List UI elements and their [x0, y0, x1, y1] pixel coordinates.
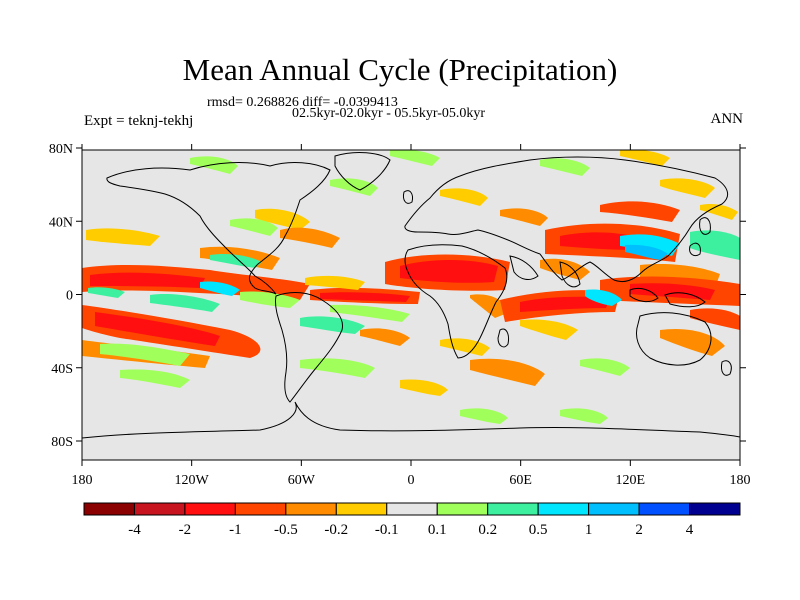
colorbar-swatch — [537, 502, 590, 516]
lon-tick-label: 120W — [175, 473, 210, 488]
colorbar: -4 -2 -1 -0.5 -0.2 -0.1 0.1 0.2 0.5 1 2 4 — [83, 502, 741, 538]
lat-tick-label: 80N — [49, 142, 73, 157]
lon-tick-label: 180 — [72, 473, 93, 488]
lat-tick-label: 80S — [51, 435, 73, 450]
colorbar-label: -0.1 — [375, 522, 399, 538]
colorbar-label: -0.2 — [324, 522, 348, 538]
coastlines — [82, 152, 740, 439]
colorbar-swatch — [638, 502, 691, 516]
period-label: 02.5kyr-02.0kyr - 05.5kyr-05.0kyr — [292, 106, 486, 121]
colorbar-swatch — [487, 502, 539, 516]
colorbar-swatch — [436, 502, 489, 516]
lon-tick-label: 120E — [616, 473, 646, 488]
colorbar-label: 0.5 — [529, 522, 548, 538]
colorbar-swatch — [285, 502, 337, 516]
colorbar-swatch — [386, 502, 438, 516]
colorbar-swatch — [689, 502, 741, 516]
season-label: ANN — [710, 111, 744, 127]
lon-tick-label: 60E — [509, 473, 532, 488]
colorbar-label: -4 — [128, 522, 141, 538]
colorbar-label: 1 — [585, 522, 593, 538]
colorbar-swatch — [588, 502, 640, 516]
lat-tick-label: 40N — [49, 215, 73, 230]
lon-tick-label: 180 — [730, 473, 751, 488]
colorbar-swatch — [234, 502, 287, 516]
experiment-label: Expt = teknj-tekhj — [84, 113, 194, 129]
colorbar-swatch — [335, 502, 388, 516]
colorbar-label: 4 — [686, 522, 694, 538]
lat-tick-label: 0 — [66, 289, 73, 304]
map-title: Mean Annual Cycle (Precipitation) — [182, 52, 618, 87]
precipitation-field — [82, 150, 740, 460]
colorbar-label: -2 — [179, 522, 192, 538]
colorbar-swatch — [133, 502, 186, 516]
colorbar-label: -1 — [229, 522, 242, 538]
colorbar-label: 0.1 — [428, 522, 447, 538]
lon-tick-label: 60W — [288, 473, 316, 488]
latitude-axis: 80N 40N 0 40S 80S — [49, 142, 746, 450]
statistics-label: rmsd= 0.268826 diff= -0.0399413 — [207, 95, 398, 110]
lon-tick-label: 0 — [408, 473, 415, 488]
colorbar-label: -0.5 — [274, 522, 298, 538]
colorbar-label: 2 — [635, 522, 643, 538]
colorbar-swatch — [184, 502, 236, 516]
colorbar-swatch — [83, 502, 135, 516]
longitude-axis: 180 120W 60W 0 60E 120E 180 — [72, 144, 751, 488]
colorbar-label: 0.2 — [478, 522, 497, 538]
lat-tick-label: 40S — [51, 362, 73, 377]
